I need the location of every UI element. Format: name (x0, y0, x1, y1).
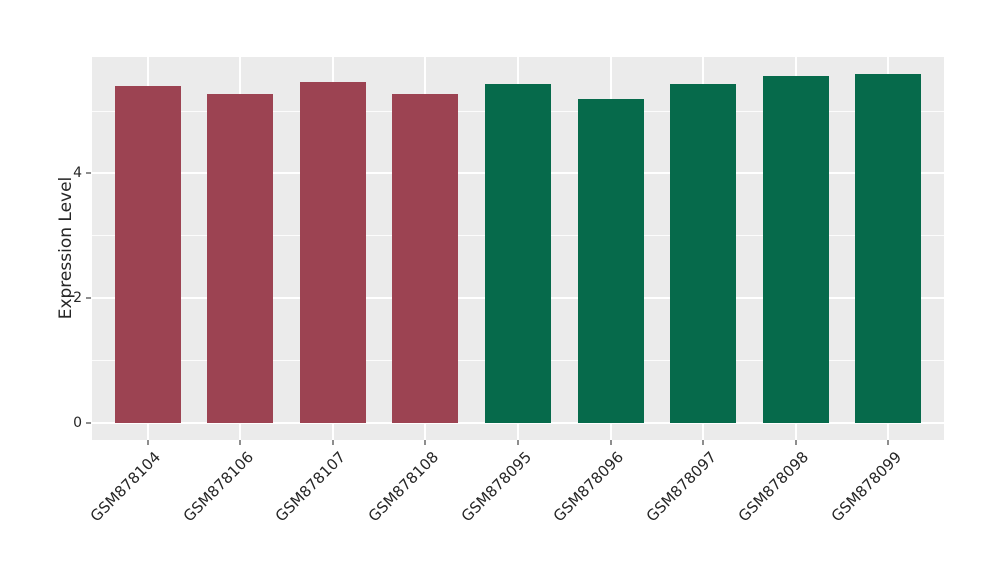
bar-GSM878095 (485, 84, 551, 423)
y-tick-label: 4 (73, 165, 82, 182)
x-tick-label: GSM878095 (457, 448, 535, 526)
major-gridline (92, 421, 944, 424)
x-tick-label: GSM878106 (179, 448, 257, 526)
x-tick-mark (794, 440, 797, 445)
x-tick-label: GSM878098 (735, 448, 813, 526)
bar-GSM878099 (855, 73, 922, 423)
y-tick-label: 0 (73, 414, 82, 431)
x-tick-mark (887, 440, 890, 445)
x-tick-mark (146, 440, 149, 445)
x-tick-label: GSM878108 (364, 448, 443, 526)
bar-GSM878097 (670, 84, 737, 423)
x-tick-mark (331, 440, 334, 445)
y-tick-label: 2 (73, 290, 82, 306)
plot-area (92, 57, 944, 440)
y-tick-mark (86, 297, 91, 299)
bar-GSM878096 (577, 99, 644, 423)
bar-GSM878098 (762, 76, 829, 423)
x-tick-mark (609, 440, 612, 445)
x-tick-mark (424, 440, 427, 445)
y-tick-mark (86, 172, 91, 175)
bar-GSM878107 (299, 81, 366, 423)
bar-GSM878108 (392, 93, 459, 423)
x-tick-mark (239, 440, 242, 445)
bar-GSM878106 (207, 93, 274, 423)
x-tick-label: GSM878107 (272, 448, 350, 526)
bar-GSM878104 (114, 86, 181, 423)
y-axis-title: Expression Level (56, 176, 76, 320)
x-tick-label: GSM878104 (86, 448, 165, 526)
x-tick-mark (517, 440, 519, 445)
y-tick-mark (86, 421, 91, 424)
x-tick-label: GSM878097 (642, 448, 720, 526)
x-tick-mark (702, 440, 705, 445)
x-tick-label: GSM878096 (549, 448, 628, 526)
x-tick-label: GSM878099 (827, 448, 906, 526)
